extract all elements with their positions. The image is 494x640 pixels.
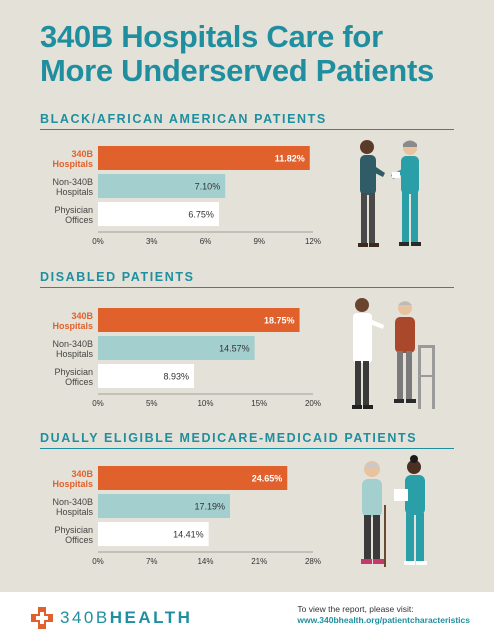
cross-logo-icon [31, 607, 53, 629]
bar-chart-svg: 18.75%340BHospitals14.57%Non-340BHospita… [52, 308, 321, 408]
bar-value-label: 24.65% [252, 474, 283, 484]
category-label: Offices [65, 377, 93, 387]
footer: 340BHEALTH To view the report, please vi… [0, 592, 494, 640]
bar-0 [98, 466, 288, 490]
bar-value-label: 8.93% [163, 372, 189, 382]
x-tick-label: 0% [92, 399, 104, 408]
section-title-disabled-patients: DISABLED PATIENTS [40, 270, 195, 284]
bar-value-label: 18.75% [264, 316, 295, 326]
title-line-1: 340B Hospitals Care for [40, 19, 383, 54]
category-label: Hospitals [52, 159, 93, 169]
report-line: To view the report, please visit: [297, 604, 414, 614]
category-label: Physician [54, 205, 93, 215]
bar-2 [98, 522, 209, 546]
x-tick-label: 20% [305, 399, 321, 408]
x-tick-label: 7% [146, 557, 158, 566]
elderly-patient-and-nurse-illustration [361, 455, 427, 567]
section-title-black-patients: BLACK/AFRICAN AMERICAN PATIENTS [40, 112, 327, 126]
category-label: Hospitals [52, 321, 93, 331]
title-line-2: More Underserved Patients [40, 53, 434, 88]
x-tick-label: 21% [251, 557, 267, 566]
category-label: 340B [71, 469, 93, 479]
bar-chart-svg: 11.82%340BHospitals7.10%Non-340BHospital… [52, 146, 321, 246]
x-tick-label: 5% [146, 399, 158, 408]
category-label: 340B [71, 149, 93, 159]
category-label: Hospitals [52, 479, 93, 489]
bar-0 [98, 308, 300, 332]
section-rule [40, 129, 454, 130]
bar-1 [98, 494, 230, 518]
x-tick-label: 3% [146, 237, 158, 246]
patient-and-nurse-illustration [358, 140, 421, 247]
bar-1 [98, 174, 226, 198]
x-tick-label: 6% [200, 237, 212, 246]
bar-value-label: 7.10% [195, 182, 221, 192]
340b-health-logo: 340BHEALTH [30, 606, 192, 630]
section-title-dual-eligible-patients: DUALLY ELIGIBLE MEDICARE-MEDICAID PATIEN… [40, 431, 418, 445]
bar-value-label: 14.41% [173, 530, 204, 540]
bar-1 [98, 336, 255, 360]
bar-value-label: 17.19% [194, 502, 225, 512]
bar-0 [98, 146, 310, 170]
x-tick-label: 28% [305, 557, 321, 566]
category-label: Physician [54, 367, 93, 377]
logo-number: 340B [60, 608, 110, 627]
category-label: Non-340B [52, 177, 93, 187]
x-tick-label: 12% [305, 237, 321, 246]
logo-text: 340BHEALTH [60, 608, 192, 628]
category-label: Non-340B [52, 497, 93, 507]
category-label: Non-340B [52, 339, 93, 349]
category-label: Hospitals [56, 507, 94, 517]
bar-2 [98, 364, 194, 388]
section-rule [40, 287, 454, 288]
chart-black-patients: 11.82% 340B Hospitals 7.10% Non-340B Hospital… [40, 142, 330, 252]
report-info: To view the report, please visit: www.34… [297, 604, 470, 626]
x-tick-label: 0% [92, 557, 104, 566]
category-label: Hospitals [56, 187, 94, 197]
section-rule [40, 448, 454, 449]
category-label: Hospitals [56, 349, 94, 359]
category-label: Physician [54, 525, 93, 535]
chart-disabled-patients: 18.75% 340B Hospitals 14.57% Non-340B Hospita… [40, 304, 330, 414]
x-tick-label: 0% [92, 237, 104, 246]
bar-2 [98, 202, 219, 226]
x-tick-label: 9% [253, 237, 265, 246]
bar-value-label: 6.75% [188, 210, 214, 220]
x-tick-label: 15% [251, 399, 267, 408]
chart-dual-eligible-patients: 24.65% 340B Hospitals 17.19% Non-340B Hospita… [40, 462, 330, 572]
bar-chart-svg: 24.65%340BHospitals17.19%Non-340BHospita… [52, 466, 321, 566]
page-title: 340B Hospitals Care for More Underserved… [40, 20, 460, 88]
category-label: Offices [65, 215, 93, 225]
category-label: Offices [65, 535, 93, 545]
doctor-and-walker-patient-illustration [352, 298, 435, 409]
category-label: 340B [71, 311, 93, 321]
logo-word: HEALTH [109, 608, 193, 627]
x-tick-label: 10% [197, 399, 213, 408]
bar-value-label: 11.82% [275, 154, 305, 164]
bar-value-label: 14.57% [219, 344, 250, 354]
report-url-link[interactable]: www.340bhealth.org/patientcharacteristic… [297, 615, 470, 625]
x-tick-label: 14% [197, 557, 213, 566]
